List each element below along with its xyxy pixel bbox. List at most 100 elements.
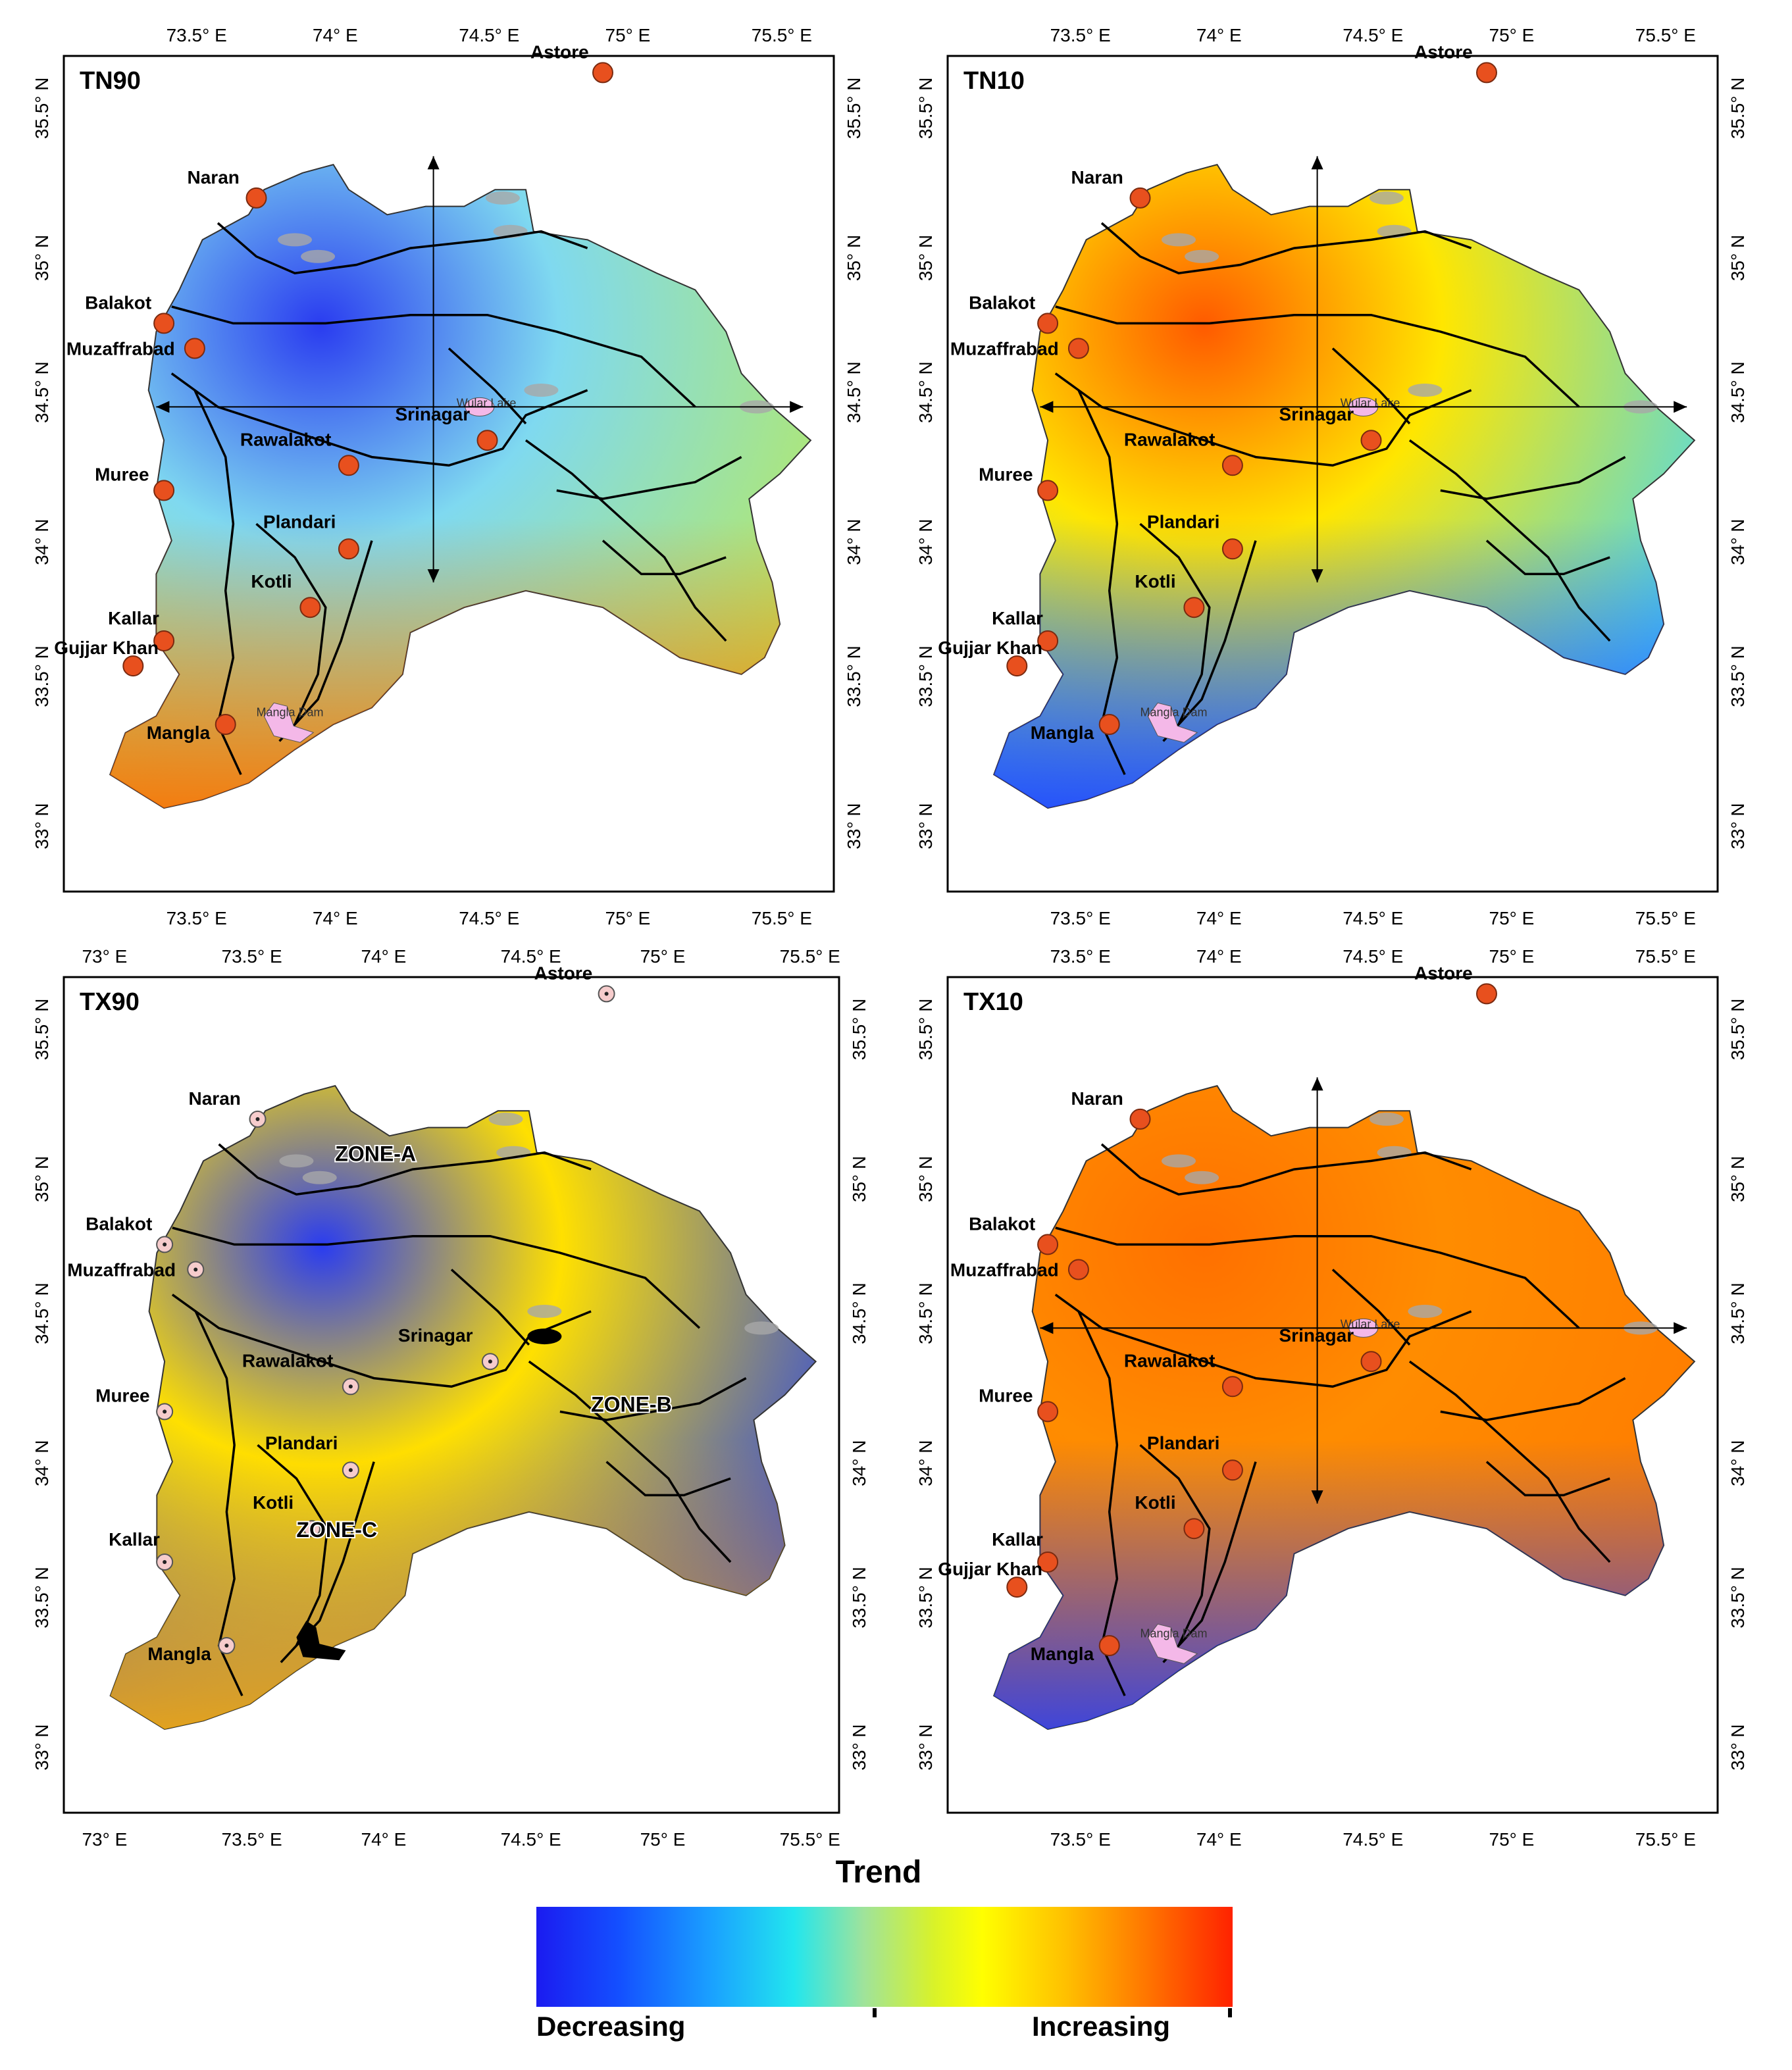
station-marker-dot (255, 1117, 260, 1121)
station-label: Astore (1414, 41, 1473, 62)
river-line (1440, 456, 1626, 500)
latitude-tick-right: 34.5° N (844, 361, 864, 423)
longitude-tick-bottom: 74° E (1196, 908, 1242, 928)
latitude-tick-right: 34.5° N (1728, 1282, 1748, 1344)
latitude-tick-right: 34.5° N (1728, 361, 1748, 423)
station-marker (1037, 1401, 1059, 1423)
longitude-tick-bottom: 75.5° E (752, 908, 812, 928)
station-marker (1476, 983, 1497, 1005)
water-body-label: Mangla Dam (1140, 1627, 1208, 1640)
river-line (1408, 1360, 1611, 1563)
station-marker (1006, 1577, 1028, 1598)
longitude-tick-bottom: 73.5° E (1050, 908, 1111, 928)
longitude-tick-top: 74° E (361, 946, 407, 967)
glacier-patch (1369, 191, 1404, 205)
latitude-tick-left: 35.5° N (32, 77, 52, 139)
station-marker-dot (163, 1409, 167, 1414)
panel-title: TN10 (963, 67, 1025, 95)
mangla-dam-reservoir (1147, 1623, 1198, 1664)
basin-trend-surface-south (994, 164, 1695, 809)
station-marker (1006, 655, 1028, 677)
longitude-tick-top: 73.5° E (222, 946, 282, 967)
station-label: Balakot (969, 292, 1035, 313)
station-label: Rawalakot (1124, 429, 1216, 449)
station-label: Kotli (253, 1492, 294, 1513)
river-line (1100, 1143, 1472, 1196)
station-label: Mangla (147, 722, 211, 743)
station-marker (245, 187, 267, 209)
station-marker (1476, 62, 1497, 84)
station-label: Rawalakot (1124, 1350, 1216, 1371)
river-line (525, 439, 727, 642)
longitude-tick-bottom: 74° E (1196, 1829, 1242, 1850)
latitude-tick-right: 35° N (844, 235, 864, 281)
station-marker (215, 714, 236, 735)
arrow-head (790, 401, 804, 413)
latitude-tick-left: 35.5° N (32, 998, 52, 1060)
river-line (172, 1226, 701, 1329)
latitude-tick-right: 33° N (844, 803, 864, 849)
arrow-head (1040, 401, 1054, 413)
station-marker-dot (309, 1527, 314, 1531)
legend-tick (873, 2008, 877, 2017)
station-marker-dot (193, 1267, 198, 1272)
latitude-tick-left: 34° N (915, 1440, 936, 1486)
glacier-patch (278, 233, 312, 247)
river-line (1055, 1226, 1580, 1329)
longitude-tick-top: 75.5° E (780, 946, 840, 967)
glacier-patch (1162, 1154, 1196, 1168)
legend-decreasing-label: Decreasing (536, 2011, 686, 2042)
longitude-tick-bottom: 73° E (82, 1829, 127, 1850)
station-label: Muzaffrabad (66, 339, 175, 359)
latitude-tick-left: 34.5° N (32, 361, 52, 423)
arrow-head (1311, 156, 1323, 170)
longitude-tick-top: 74° E (1196, 946, 1242, 967)
station-label: Muree (979, 464, 1033, 484)
longitude-tick-bottom: 74.5° E (459, 908, 519, 928)
station-marker (1037, 630, 1059, 651)
longitude-tick-top: 73.5° E (1050, 25, 1111, 45)
station-label: Balakot (85, 292, 151, 313)
latitude-tick-left: 34° N (915, 519, 936, 565)
station-label: Muree (95, 464, 149, 484)
latitude-tick-left: 33° N (32, 1724, 52, 1770)
legend-increasing-label: Increasing (1032, 2011, 1171, 2042)
river-line (257, 1444, 329, 1646)
arrow-head (1674, 1322, 1687, 1334)
latitude-tick-right: 34.5° N (849, 1282, 869, 1344)
basin-trend-surface-south (110, 164, 811, 809)
latitude-tick-left: 34° N (32, 519, 52, 565)
river-line (278, 540, 373, 742)
longitude-tick-bottom: 73.5° E (222, 1829, 282, 1850)
station-marker-dot (488, 1359, 492, 1364)
arrow-head (1311, 569, 1323, 583)
station-marker (1129, 1108, 1151, 1130)
latitude-tick-right: 35° N (1728, 235, 1748, 281)
river-line (1162, 540, 1257, 742)
glacier-patch (744, 1321, 779, 1335)
legend-title: Trend (835, 1855, 922, 1890)
station-marker (1067, 1259, 1089, 1280)
mangla-dam-reservoir (263, 702, 315, 743)
longitude-tick-bottom: 74.5° E (1343, 908, 1403, 928)
station-marker (1037, 1234, 1059, 1255)
station-label: Srinagar (398, 1325, 473, 1346)
station-marker-dot (348, 1384, 353, 1389)
river-line (448, 347, 527, 424)
river-line (255, 522, 327, 725)
station-label: Naran (189, 1088, 241, 1109)
station-label: Plandari (1147, 511, 1219, 532)
longitude-tick-top: 75.5° E (1635, 946, 1696, 967)
longitude-tick-top: 74.5° E (1343, 25, 1403, 45)
station-marker (153, 480, 175, 501)
longitude-tick-top: 74.5° E (501, 946, 561, 967)
latitude-tick-right: 34° N (844, 519, 864, 565)
station-marker (592, 62, 613, 84)
latitude-tick-right: 33° N (1728, 1724, 1748, 1770)
latitude-tick-left: 34.5° N (915, 1282, 936, 1344)
station-label: Srinagar (1279, 404, 1354, 424)
station-label: Muree (95, 1385, 149, 1405)
latitude-tick-left: 35.5° N (915, 998, 936, 1060)
station-marker-dot (348, 1468, 353, 1473)
glacier-patch (1185, 1171, 1219, 1184)
